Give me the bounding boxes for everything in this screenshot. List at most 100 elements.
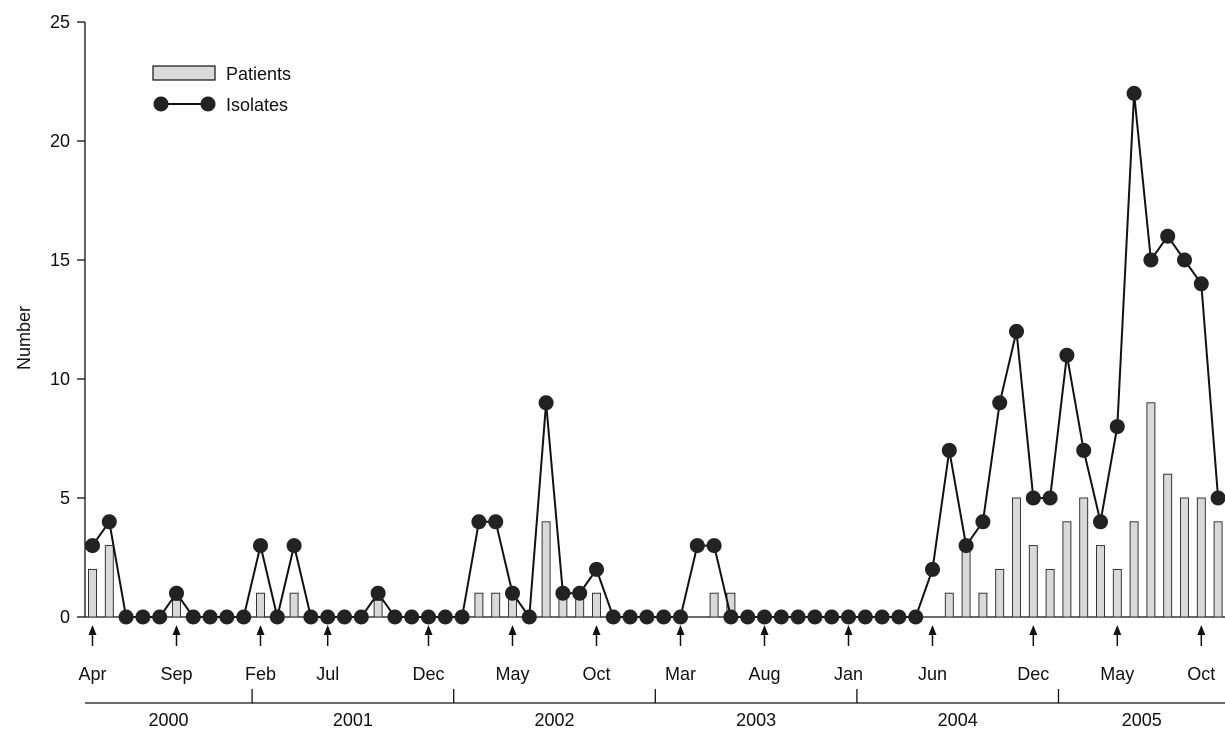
bar-patients (1028, 545, 1038, 618)
point-isolates (471, 514, 487, 530)
point-isolates (1210, 490, 1225, 506)
bar-patients (1045, 568, 1055, 618)
legend-isolates-marker (200, 96, 216, 112)
point-isolates (723, 609, 739, 625)
point-isolates (689, 538, 705, 554)
y-tick-label: 20 (50, 131, 70, 151)
point-isolates (353, 609, 369, 625)
year-label: 2002 (534, 710, 574, 730)
point-isolates (286, 538, 302, 554)
bar-patients (1012, 497, 1021, 618)
point-isolates (622, 609, 638, 625)
year-label: 2005 (1122, 710, 1162, 730)
month-arrow-head (256, 625, 265, 635)
bar-patients (474, 592, 484, 618)
bar-patients (289, 592, 299, 618)
point-isolates (841, 609, 856, 625)
y-axis-label: Number (14, 306, 34, 370)
point-isolates (101, 514, 117, 530)
point-isolates (773, 609, 789, 625)
point-isolates (538, 395, 554, 411)
point-isolates (320, 609, 336, 625)
line-isolates-path (91, 93, 1220, 620)
month-label: Jun (918, 664, 947, 684)
bar-patients (1163, 473, 1173, 618)
point-isolates (1143, 252, 1159, 268)
month-arrow-head (172, 625, 181, 635)
point-isolates (85, 538, 100, 554)
point-isolates (236, 609, 252, 625)
y-tick-label: 0 (60, 607, 70, 627)
point-isolates (639, 609, 655, 625)
point-isolates (521, 609, 537, 625)
point-isolates (1025, 490, 1041, 506)
x-axis: Apr Sep Feb Jul Dec May Oct Mar Aug Jan Jun Dec May O… (78, 625, 1225, 730)
month-arrow-head (928, 625, 937, 635)
month-arrow-head (1029, 625, 1038, 635)
point-isolates (1126, 85, 1142, 101)
month-arrow-head (424, 625, 433, 635)
point-isolates (807, 609, 823, 625)
month-label: Jan (834, 664, 863, 684)
month-arrow-head (323, 625, 332, 635)
month-label: Oct (1187, 664, 1215, 684)
point-isolates (706, 538, 722, 554)
point-isolates (152, 609, 168, 625)
point-isolates (824, 609, 840, 625)
bar-patients (1096, 545, 1105, 618)
bar-patients (961, 545, 971, 618)
point-isolates (740, 609, 756, 625)
month-label: May (495, 664, 529, 684)
point-isolates (941, 442, 957, 458)
point-isolates (1177, 252, 1192, 268)
legend-patients-label: Patients (226, 64, 291, 84)
point-isolates (1009, 323, 1024, 339)
point-isolates (555, 585, 571, 601)
month-label: Dec (1017, 664, 1049, 684)
bar-patients (1062, 521, 1072, 618)
bar-patients (995, 568, 1005, 618)
point-isolates (219, 609, 235, 625)
month-label: Feb (245, 664, 276, 684)
bars-patients (88, 402, 1223, 618)
bar-patients (592, 592, 601, 618)
month-label: Dec (412, 664, 444, 684)
point-isolates (437, 609, 453, 625)
month-arrow-head (1197, 625, 1206, 635)
point-isolates (169, 585, 184, 601)
month-arrow-head (1113, 625, 1122, 635)
point-isolates (790, 609, 806, 625)
bar-patients (1146, 402, 1156, 618)
legend-isolates-marker (153, 96, 169, 112)
y-tick-label: 15 (50, 250, 70, 270)
point-isolates (605, 609, 621, 625)
legend-patients-swatch (152, 65, 216, 81)
point-isolates (572, 585, 588, 601)
point-isolates (908, 609, 924, 625)
month-label: Jul (316, 664, 339, 684)
month-label: Sep (160, 664, 192, 684)
bar-patients (1112, 568, 1122, 618)
point-isolates (1160, 228, 1176, 244)
point-isolates (757, 609, 772, 625)
legend-isolates-label: Isolates (226, 95, 288, 115)
bar-patients (709, 592, 719, 618)
point-isolates (589, 561, 604, 577)
bar-patients (491, 592, 501, 618)
point-isolates (185, 609, 201, 625)
bar-patients (978, 592, 988, 618)
point-isolates (135, 609, 151, 625)
point-isolates (118, 609, 134, 625)
point-isolates (1109, 419, 1125, 435)
point-isolates (454, 609, 470, 625)
point-isolates (673, 609, 688, 625)
month-arrow-head (676, 625, 685, 635)
point-isolates (1093, 514, 1108, 530)
point-isolates (202, 609, 218, 625)
point-isolates (303, 609, 319, 625)
year-label: 2003 (736, 710, 776, 730)
line-isolates (85, 85, 1225, 625)
point-isolates (925, 561, 940, 577)
point-isolates (857, 609, 873, 625)
bar-patients (172, 599, 181, 618)
